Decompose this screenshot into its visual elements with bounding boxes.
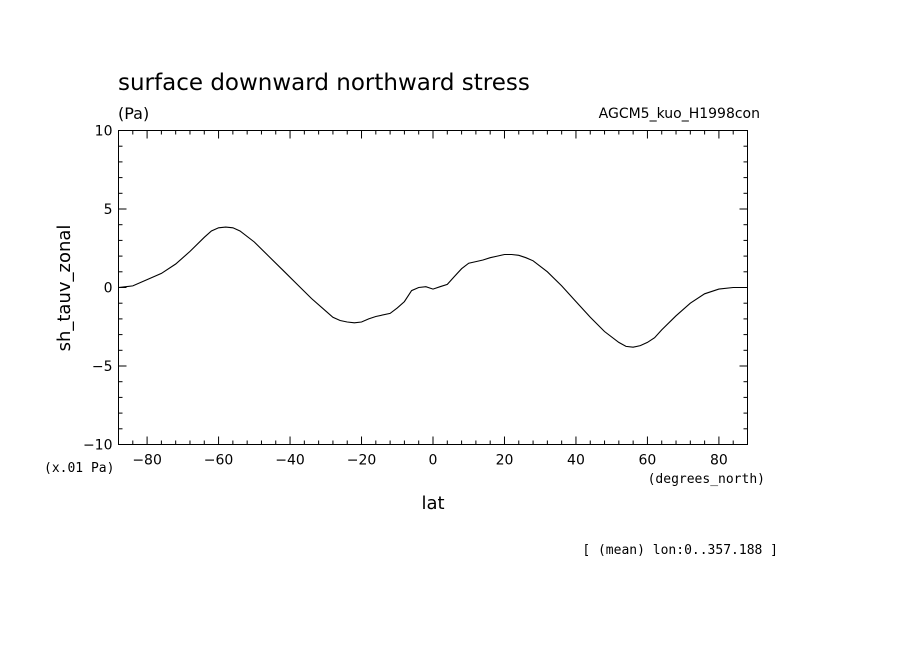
- y-tick-label: −10: [83, 438, 113, 454]
- x-tick-label: −60: [204, 453, 234, 469]
- chart-title: surface downward northward stress: [118, 70, 530, 96]
- x-tick-label: 80: [710, 453, 728, 469]
- y-axis-title: sh_tauv_zonal: [54, 225, 75, 352]
- x-tick-label: 0: [429, 453, 438, 469]
- y-tick-label: 0: [104, 281, 113, 297]
- y-tick-label: −5: [92, 359, 113, 375]
- x-tick-label: 40: [567, 453, 585, 469]
- x-tick-label: −40: [275, 453, 305, 469]
- x-tick-label: −80: [132, 453, 162, 469]
- x-tick-labels: −80 −60 −40 −20 0 20 40 60 80: [132, 453, 728, 469]
- x-units-note: (degrees_north): [648, 472, 765, 487]
- footnote: [ (mean) lon:0..357.188 ]: [582, 543, 778, 558]
- x-tick-label: 60: [639, 453, 657, 469]
- x-tick-label: −20: [347, 453, 377, 469]
- series-line: [118, 226, 748, 348]
- y-tick-labels: −10 −5 0 5 10: [83, 124, 113, 454]
- plot-frame: [118, 130, 748, 445]
- x-tick-label: 20: [496, 453, 514, 469]
- axis-ticks: [118, 130, 748, 445]
- units-label: (Pa): [118, 104, 149, 123]
- dataset-label: AGCM5_kuo_H1998con: [599, 106, 760, 122]
- y-scale-note: (x.01 Pa): [44, 461, 114, 476]
- x-axis-title: lat: [421, 493, 444, 514]
- y-tick-label: 5: [104, 202, 113, 218]
- y-tick-label: 10: [95, 124, 113, 140]
